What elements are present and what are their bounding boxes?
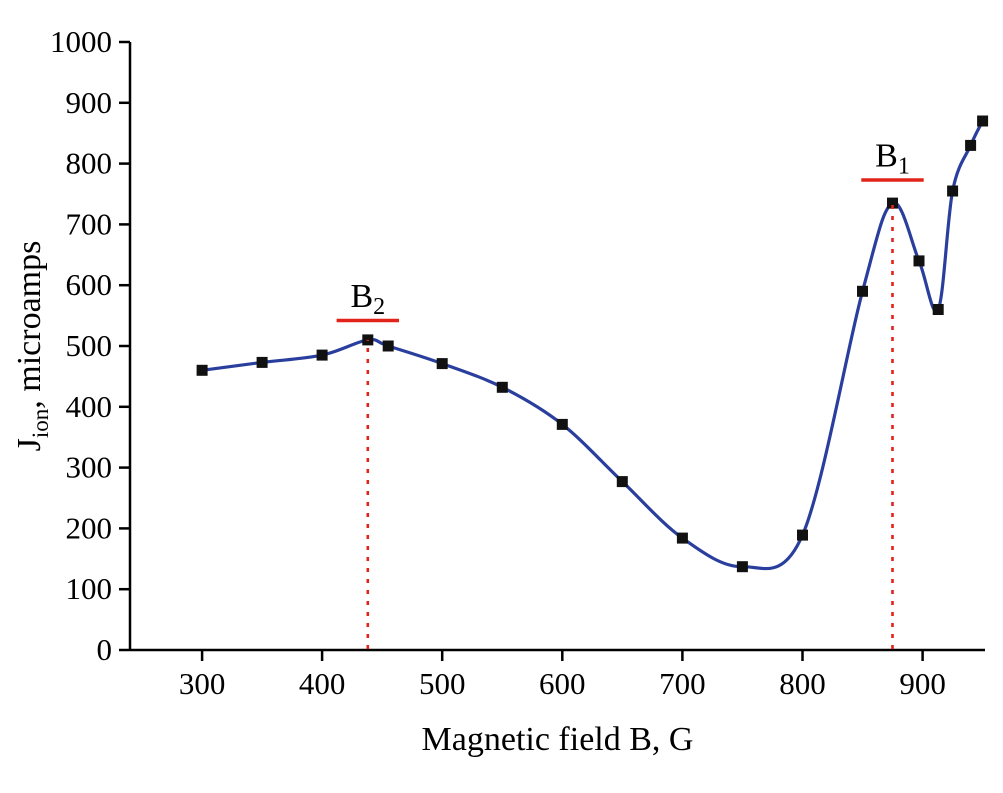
data-point-marker [676, 532, 688, 544]
x-tick-label: 600 [539, 666, 586, 701]
data-points [196, 115, 989, 573]
y-tick-label: 100 [66, 571, 113, 606]
y-axis-label: Jion, microamps [11, 241, 53, 452]
y-tick-label: 200 [66, 510, 113, 545]
data-point-marker [382, 340, 394, 352]
data-point-marker [947, 185, 959, 197]
y-tick-label: 400 [66, 389, 113, 424]
y-tick-label: 1000 [50, 24, 112, 59]
annotation-label-b1: B1 [875, 138, 910, 180]
data-point-marker [316, 349, 328, 361]
data-point-marker [857, 285, 868, 297]
data-point-marker [362, 334, 374, 346]
data-point-marker [932, 304, 944, 315]
y-tick-label: 700 [66, 206, 113, 241]
data-point-marker [965, 139, 977, 151]
x-tick-label: 400 [299, 666, 346, 701]
annotation-b2: B2 [336, 278, 399, 649]
data-point-marker [496, 381, 508, 393]
y-tick-label: 600 [66, 267, 113, 302]
data-point-marker [436, 358, 448, 370]
y-tick-label: 0 [97, 632, 113, 667]
y-tick-label: 300 [66, 450, 113, 485]
x-tick-label: 700 [659, 666, 706, 701]
x-tick-label: 500 [419, 666, 466, 701]
annotation-label-b2: B2 [350, 278, 385, 320]
y-tick-label: 500 [66, 328, 113, 363]
data-point-marker [256, 356, 268, 368]
x-tick-label: 900 [899, 666, 946, 701]
axes: 300 400 500 600 700 800 900 0 100 200 300 400 500 600… [11, 24, 985, 758]
data-point-marker [616, 476, 628, 488]
x-tick-label: 800 [779, 666, 826, 701]
data-point-marker [797, 529, 808, 541]
data-point-marker [556, 418, 568, 430]
y-tick-label: 800 [66, 146, 113, 181]
y-tick-label: 900 [66, 85, 113, 120]
data-point-marker [977, 115, 989, 127]
data-point-marker [913, 255, 925, 267]
data-point-marker [196, 364, 208, 376]
x-tick-label: 300 [179, 666, 226, 701]
data-point-marker [736, 561, 748, 573]
data-point-marker [887, 197, 898, 209]
annotation-b1: B1 [861, 138, 924, 649]
x-axis-label: Magnetic field B, G [422, 721, 694, 758]
